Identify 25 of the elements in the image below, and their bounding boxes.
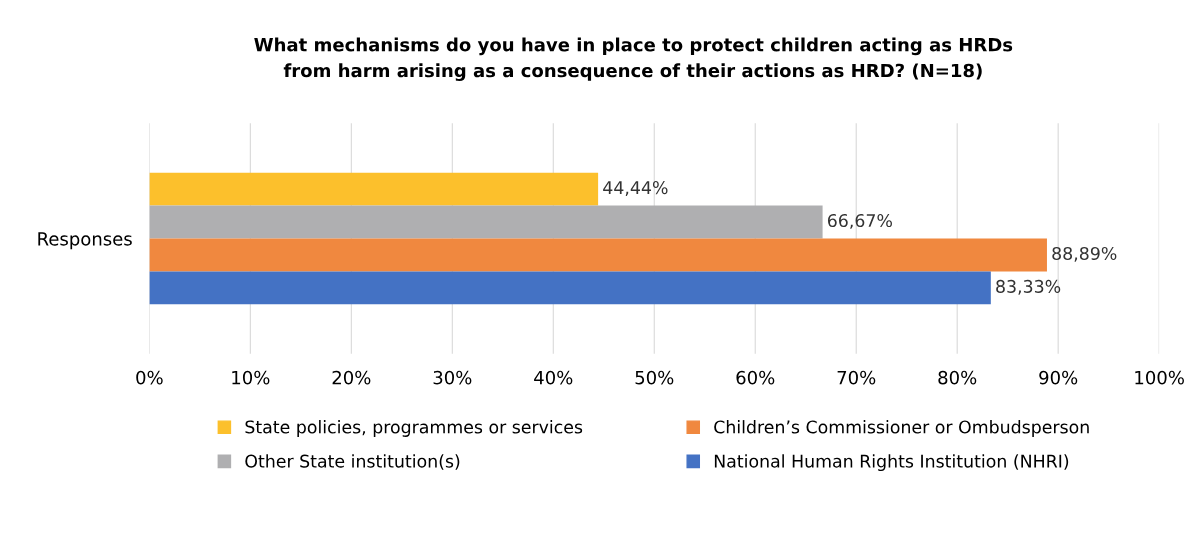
bar <box>149 271 991 305</box>
x-tick-label: 50% <box>635 370 674 385</box>
x-tick-label: 20% <box>332 370 371 385</box>
data-label: 88,89% <box>1052 246 1117 262</box>
bar <box>149 205 823 239</box>
chart-title: What mechanisms do you have in place to protect children acting as HRDs from harm arising as a consequence of their actions as HRD? (N=18) <box>254 37 1013 81</box>
x-tick-label: 40% <box>534 370 573 385</box>
x-tick-label: 10% <box>232 370 270 385</box>
data-label: 44,44% <box>603 181 668 196</box>
x-tick-label: 100% <box>1135 370 1184 385</box>
bar <box>149 172 599 206</box>
legend-label: National Human Rights Institution (NHRI) <box>714 454 1069 472</box>
x-tick-label: 30% <box>433 370 472 385</box>
data-label: 66,67% <box>827 213 892 229</box>
x-tick-label: 60% <box>736 370 775 385</box>
y-tick-label: Responses <box>38 232 132 250</box>
data-label: 83,33% <box>996 279 1061 295</box>
x-tick-label: 70% <box>837 370 876 385</box>
bar <box>149 238 1047 272</box>
x-tick-label: 80% <box>938 370 977 385</box>
legend-label: State policies, programmes or services <box>245 420 583 437</box>
x-tick-label: 0% <box>136 370 163 385</box>
legend-label: Children’s Commissioner or Ombudsperson <box>714 420 1089 437</box>
legend-label: Other State institution(s) <box>245 454 460 470</box>
x-tick-label: 90% <box>1039 370 1078 385</box>
